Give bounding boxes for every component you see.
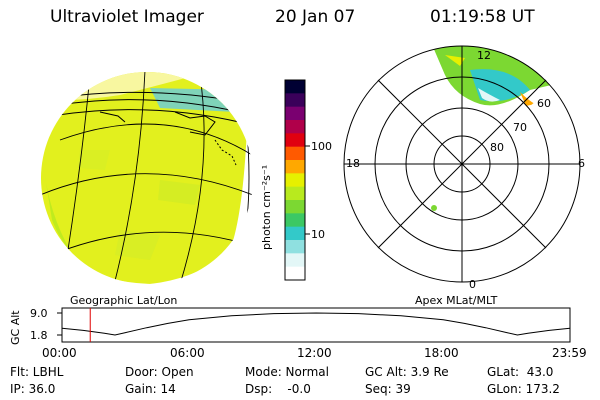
door-value: Door: Open: [125, 365, 194, 379]
y-axis-label: GC Alt: [9, 310, 22, 345]
colorbar-band: [285, 133, 305, 148]
colorbar-band: [285, 93, 305, 108]
altitude-series-line: [61, 312, 571, 336]
colorbar-band: [285, 120, 305, 134]
mlat-label-60: 60: [537, 97, 551, 110]
y-tick-label-max: 9.0: [30, 307, 48, 320]
time-label: 01:19:58 UT: [430, 7, 535, 27]
polar-plot: [343, 45, 581, 283]
gc-alt-value: GC Alt: 3.9 Re: [365, 365, 449, 379]
colorbar-band: [285, 213, 305, 228]
colorbar-band: [285, 106, 305, 121]
gain-value: Gain: 14: [125, 382, 176, 396]
x-tick-label-0000: 00:00: [42, 346, 77, 360]
glon-value: GLon: 173.2: [487, 382, 560, 396]
colorbar-band: [285, 240, 305, 254]
colorbar-band: [285, 226, 305, 241]
ip-value: IP: 36.0: [10, 382, 56, 396]
x-tick-label-0600: 06:00: [170, 346, 205, 360]
colorbar-band: [285, 253, 305, 268]
colorbar-band: [285, 146, 305, 161]
colorbar-band: [285, 160, 305, 174]
colorbar-tick-label-10: 10: [311, 228, 325, 241]
instrument-title: Ultraviolet Imager: [50, 7, 204, 27]
globe-image: [41, 72, 253, 284]
polar-emission-spot: [431, 205, 437, 211]
mlt-label-18: 18: [346, 157, 360, 170]
mlt-label-0: 0: [469, 278, 476, 291]
glat-value: GLat: 43.0: [487, 365, 554, 379]
mlt-label-12: 12: [477, 49, 491, 62]
flt-value: Flt: LBHL: [10, 365, 64, 379]
colorbar-band: [285, 200, 305, 214]
altitude-timeseries: [57, 307, 571, 343]
colorbar-unit-label: photon cm⁻²s⁻¹: [260, 164, 273, 250]
x-tick-label-1800: 18:00: [424, 346, 459, 360]
colorbar-tick-label-100: 100: [311, 140, 332, 153]
x-tick-label-1200: 12:00: [297, 346, 332, 360]
timeseries-frame: [61, 307, 571, 343]
geographic-panel-label: Geographic Lat/Lon: [70, 294, 178, 307]
colorbar-band: [285, 186, 305, 201]
apex-panel-label: Apex MLat/MLT: [415, 294, 498, 307]
mlat-label-70: 70: [513, 121, 527, 134]
colorbar-band: [285, 266, 305, 281]
colorbar: [284, 79, 310, 281]
mode-value: Mode: Normal: [245, 365, 329, 379]
dsp-value: Dsp: -0.0: [245, 382, 311, 396]
y-tick-label-min: 1.8: [30, 329, 48, 342]
mlt-label-6: 6: [578, 157, 585, 170]
colorbar-band: [285, 173, 305, 188]
x-tick-label-2359: 23:59: [552, 346, 587, 360]
seq-value: Seq: 39: [365, 382, 411, 396]
colorbar-band: [285, 80, 305, 94]
mlat-label-80: 80: [490, 141, 504, 154]
date-label: 20 Jan 07: [275, 7, 356, 27]
